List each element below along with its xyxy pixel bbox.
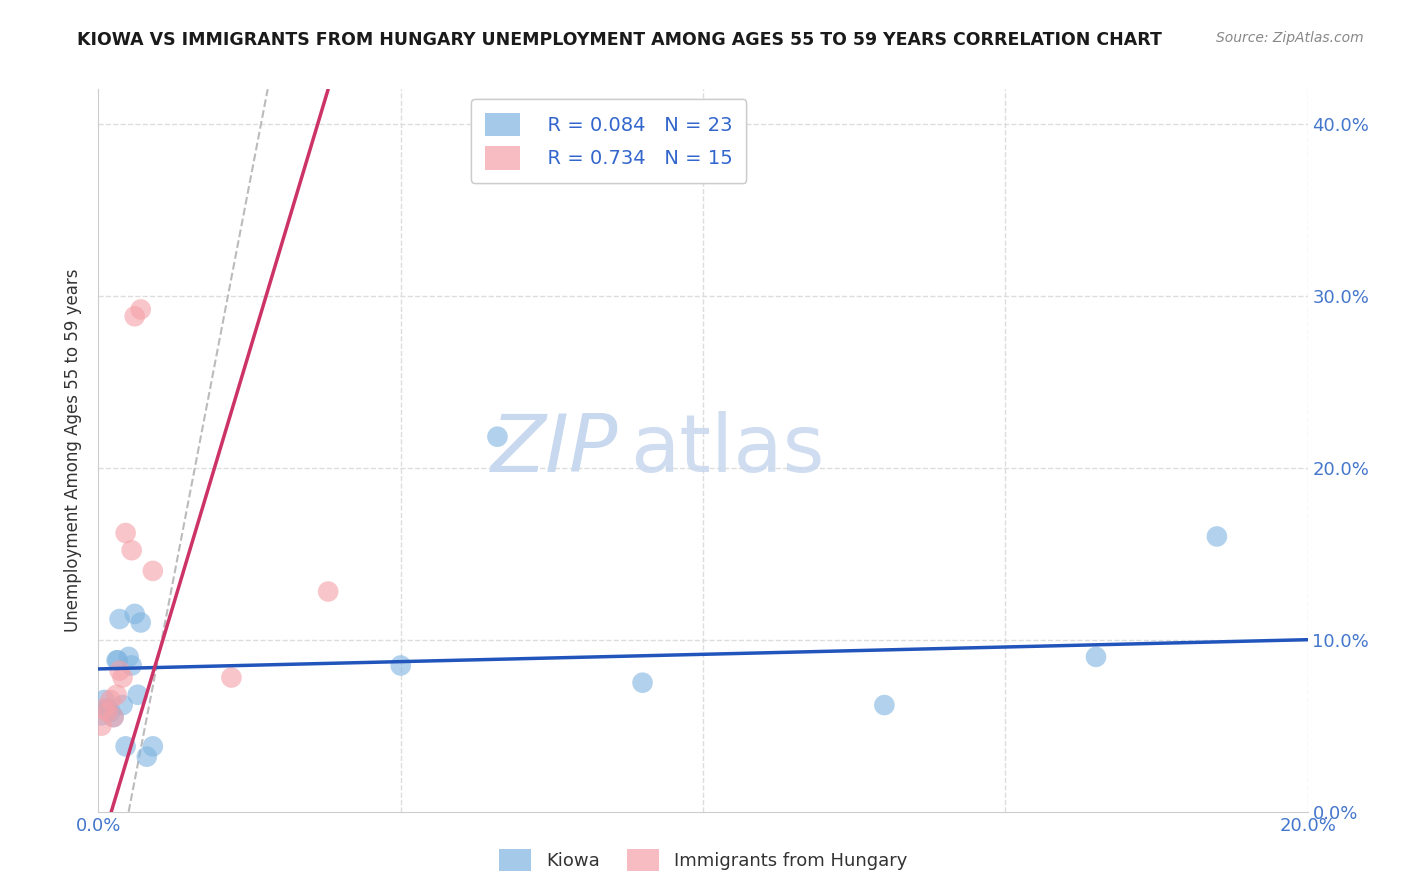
Point: [121, 658, 143, 673]
Point: [124, 607, 146, 621]
Point: [129, 615, 152, 630]
Legend: Kiowa, Immigrants from Hungary: Kiowa, Immigrants from Hungary: [492, 842, 914, 879]
Point: [129, 302, 152, 317]
Point: [142, 564, 165, 578]
Point: [96, 701, 118, 715]
Point: [96, 705, 118, 719]
Text: ZIP: ZIP: [491, 411, 619, 490]
Point: [105, 653, 128, 667]
Y-axis label: Unemployment Among Ages 55 to 59 years: Unemployment Among Ages 55 to 59 years: [65, 268, 83, 632]
Point: [111, 698, 134, 712]
Point: [103, 710, 125, 724]
Point: [873, 698, 896, 712]
Point: [486, 430, 509, 444]
Point: [631, 675, 654, 690]
Point: [135, 749, 157, 764]
Point: [316, 584, 339, 599]
Point: [108, 664, 131, 678]
Point: [1206, 529, 1229, 543]
Point: [100, 693, 122, 707]
Point: [90, 719, 112, 733]
Point: [124, 310, 146, 324]
Legend:   R = 0.084   N = 23,   R = 0.734   N = 15: R = 0.084 N = 23, R = 0.734 N = 15: [471, 99, 747, 184]
Point: [93, 693, 115, 707]
Point: [114, 526, 136, 541]
Point: [90, 708, 112, 723]
Point: [221, 671, 243, 685]
Point: [93, 701, 115, 715]
Point: [1085, 649, 1108, 664]
Point: [111, 671, 134, 685]
Point: [114, 739, 136, 754]
Point: [103, 710, 125, 724]
Point: [142, 739, 165, 754]
Point: [127, 688, 149, 702]
Point: [118, 649, 141, 664]
Text: atlas: atlas: [630, 411, 825, 490]
Point: [105, 688, 128, 702]
Point: [121, 543, 143, 558]
Point: [107, 653, 129, 667]
Point: [389, 658, 412, 673]
Text: Source: ZipAtlas.com: Source: ZipAtlas.com: [1216, 31, 1364, 45]
Text: KIOWA VS IMMIGRANTS FROM HUNGARY UNEMPLOYMENT AMONG AGES 55 TO 59 YEARS CORRELAT: KIOWA VS IMMIGRANTS FROM HUNGARY UNEMPLO…: [77, 31, 1163, 49]
Point: [100, 705, 122, 719]
Point: [108, 612, 131, 626]
